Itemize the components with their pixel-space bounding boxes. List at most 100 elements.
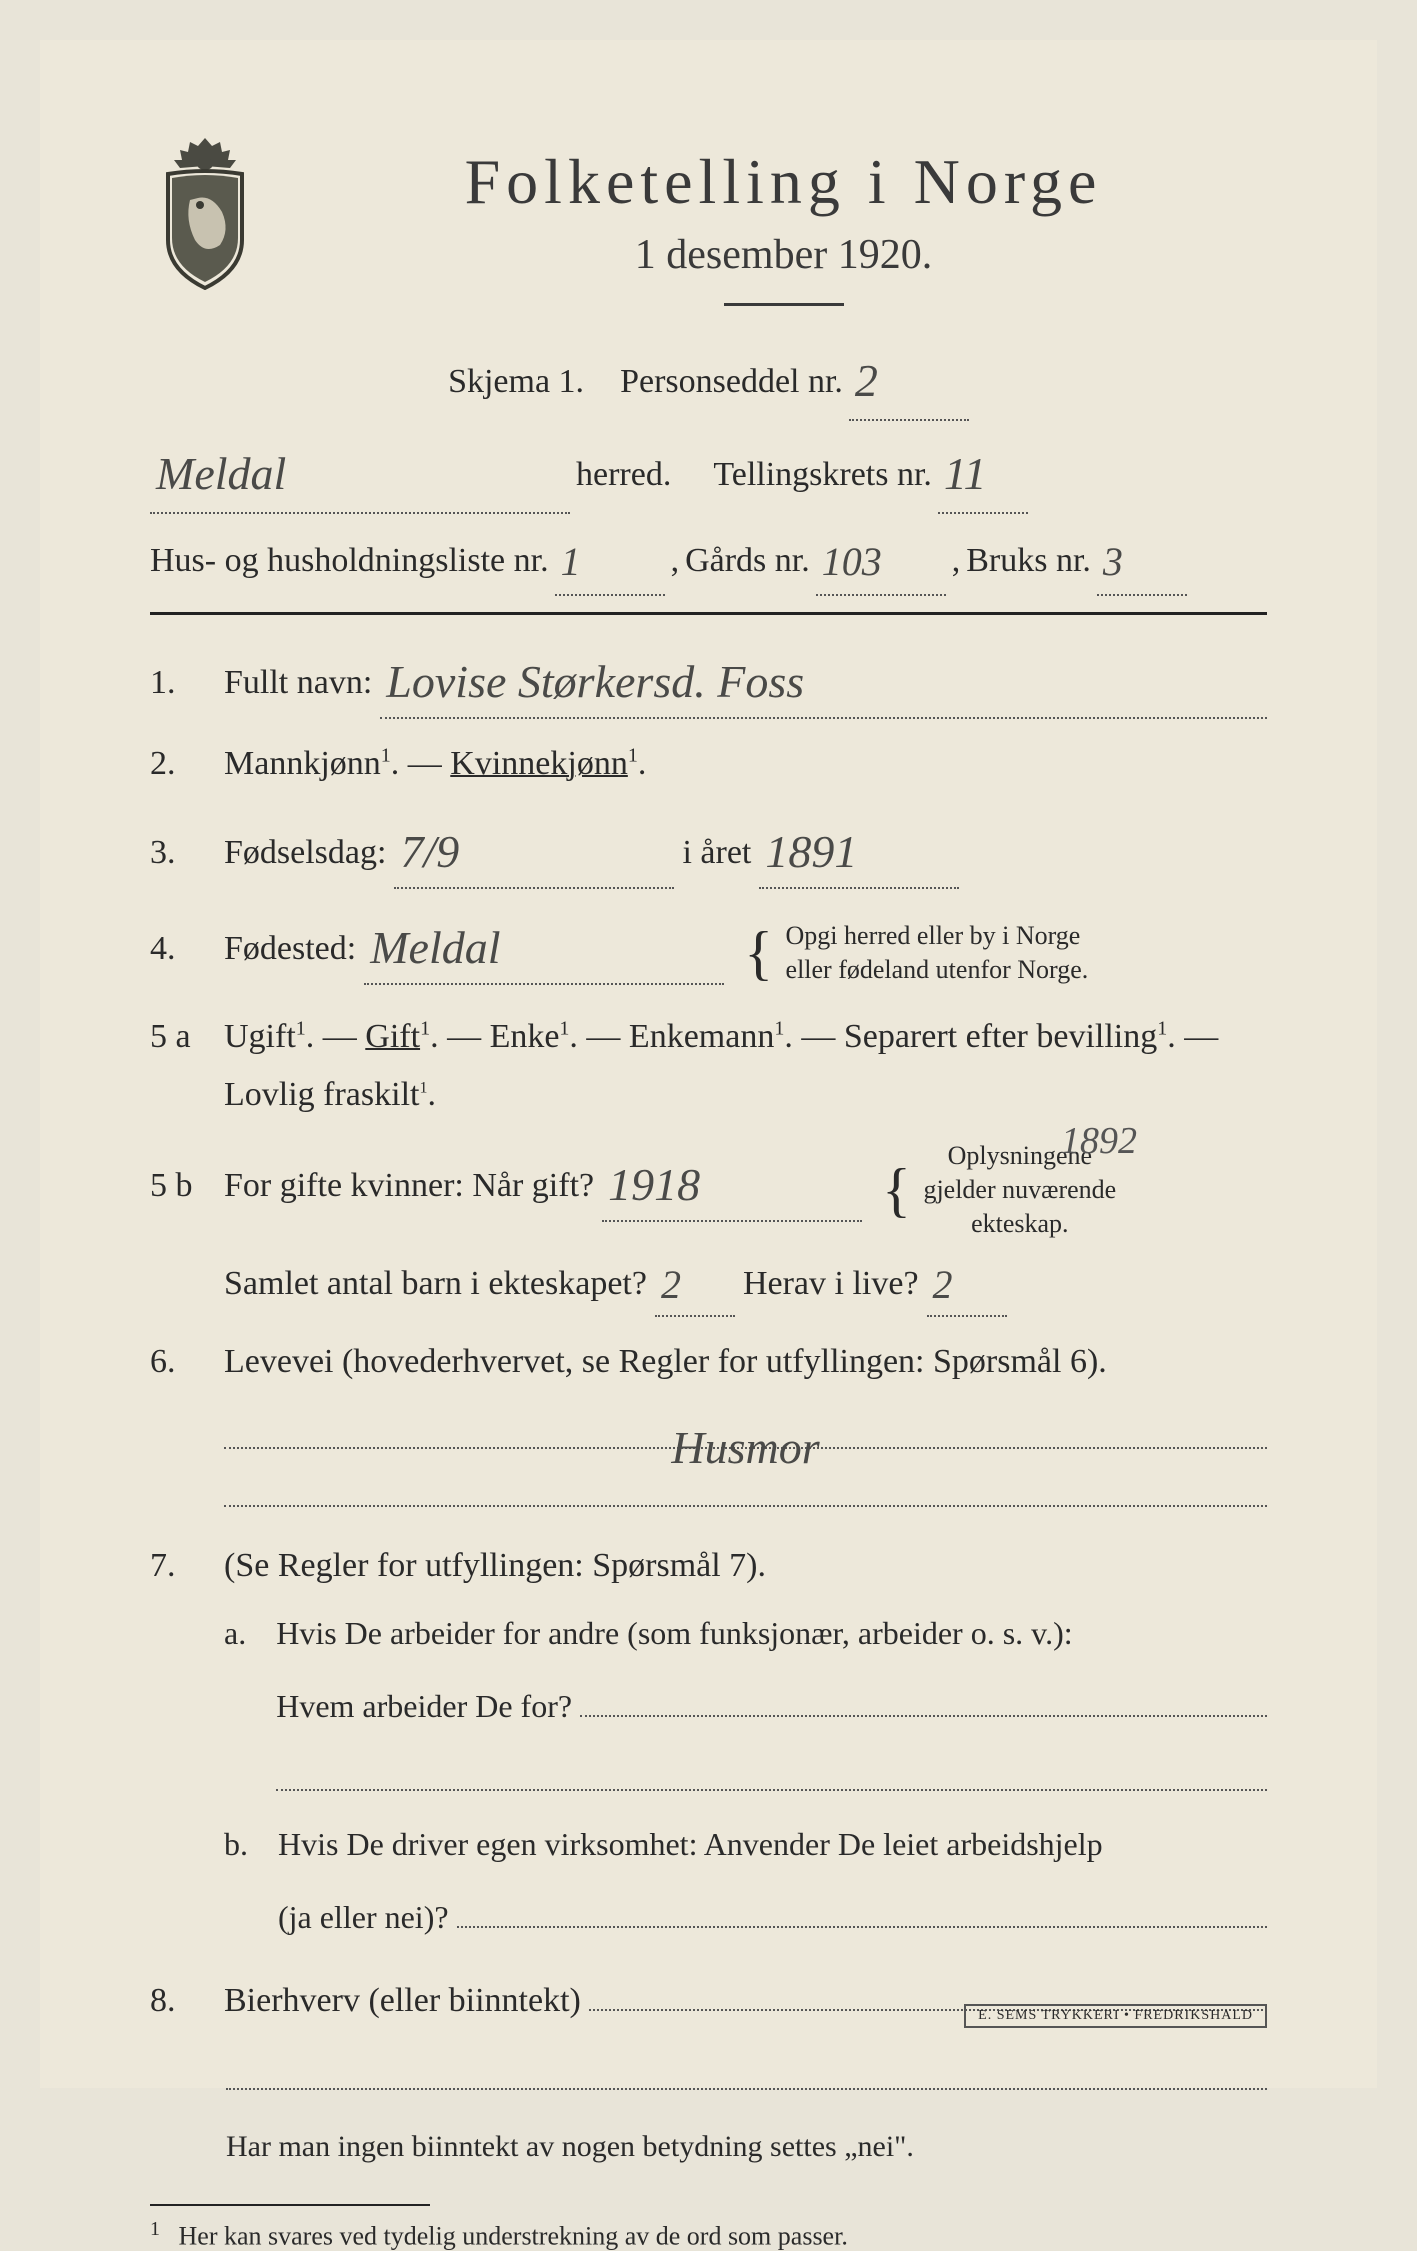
census-form-page: 1 Folketelling i Norge 1 desember 1920. …: [40, 40, 1377, 2088]
gards-label: Gårds nr.: [685, 530, 810, 591]
q1-num: 1.: [150, 664, 206, 702]
q5a-num: 5 a: [150, 1018, 206, 1056]
q3-year-value: 1891: [765, 826, 857, 877]
q2-p1: .: [391, 745, 400, 782]
q2-kvinne: Kvinnekjønn: [450, 745, 628, 782]
q2-mann: Mannkjønn: [224, 745, 381, 782]
footer-hint: Har man ingen biinntekt av nogen betydni…: [226, 2120, 1267, 2174]
q6-row: 6. Levevei (hovederhvervet, se Regler fo…: [150, 1333, 1267, 1521]
d5: —: [1184, 1018, 1218, 1055]
q7b-field: [457, 1926, 1267, 1928]
q3-year-field: 1891: [759, 809, 959, 889]
coat-of-arms-icon: [150, 130, 260, 290]
q1-row: 1. Fullt navn: Lovise Størkersd. Foss: [150, 639, 1267, 719]
bruks-value: 3: [1103, 539, 1123, 584]
personseddel-label: Personseddel nr.: [620, 351, 843, 412]
tellingskrets-label: Tellingskrets nr.: [713, 444, 932, 505]
q3-year-label: i året: [682, 824, 751, 882]
q2-dash: —: [408, 745, 451, 782]
q5a-enke: Enke: [490, 1018, 560, 1055]
s4: 1: [774, 1017, 784, 1039]
q5b-total-field: 2: [655, 1247, 735, 1317]
q5a-enkemann: Enkemann: [629, 1018, 774, 1055]
q3-num: 3.: [150, 834, 206, 872]
q4-field: Meldal: [364, 905, 724, 985]
herred-field: Meldal: [150, 429, 570, 514]
q4-num: 4.: [150, 930, 206, 968]
q5b-num: 5 b: [150, 1167, 206, 1205]
q4-value: Meldal: [370, 922, 500, 973]
q2-p2: .: [638, 745, 647, 782]
q5b-year-value: 1918: [608, 1159, 700, 1210]
gards-field: 103: [816, 522, 946, 596]
q5b-alive-value: 2: [933, 1262, 953, 1307]
q5a-separert: Separert efter bevilling: [844, 1018, 1157, 1055]
title-block: Folketelling i Norge 1 desember 1920.: [300, 130, 1267, 306]
s1: 1: [296, 1017, 306, 1039]
q4-label: Fødested:: [224, 920, 356, 978]
q5b-alive-field: 2: [927, 1247, 1007, 1317]
q2-sup1: 1: [381, 744, 391, 766]
q2-num: 2.: [150, 745, 206, 783]
d1: —: [323, 1018, 366, 1055]
e2: .: [430, 1018, 439, 1055]
q1-field: Lovise Størkersd. Foss: [380, 639, 1267, 719]
e5: .: [1167, 1018, 1176, 1055]
d3: —: [586, 1018, 629, 1055]
q1-label: Fullt navn:: [224, 654, 372, 712]
q3-day-value: 7/9: [400, 826, 459, 877]
q5a-row: 5 a Ugift1. — Gift1. — Enke1. — Enkemann…: [150, 1008, 1267, 1124]
q3-label: Fødselsdag:: [224, 824, 386, 882]
herred-value: Meldal: [156, 448, 286, 499]
bruks-label: Bruks nr.: [966, 530, 1091, 591]
q5b-n3: ekteskap.: [971, 1209, 1068, 1238]
husliste-line: Hus- og husholdningsliste nr. 1 , Gårds …: [150, 522, 1267, 596]
husliste-label: Hus- og husholdningsliste nr.: [150, 530, 549, 591]
q4-note-l1: Opgi herred eller by i Norge: [786, 921, 1081, 950]
q5b-row: 1892 5 b For gifte kvinner: Når gift? 19…: [150, 1139, 1267, 1316]
q8-label: Bierhverv (eller biinntekt): [224, 1972, 581, 2030]
tellingskrets-field: 11: [938, 429, 1028, 514]
q7a-text2: Hvem arbeider De for?: [276, 1679, 572, 1733]
q5b-n2: gjelder nuværende: [923, 1175, 1116, 1204]
e1: .: [306, 1018, 315, 1055]
d2: —: [447, 1018, 490, 1055]
footnote-divider: [150, 2204, 430, 2206]
personseddel-field: 2: [849, 336, 969, 421]
q5a-fraskilt: Lovlig fraskilt: [224, 1076, 419, 1113]
q5a-gift: Gift: [365, 1018, 420, 1055]
q2-row: 2. Mannkjønn1. — Kvinnekjønn1.: [150, 735, 1267, 793]
q4-note: { Opgi herred eller by i Norge eller fød…: [744, 914, 1088, 992]
q5a-ugift: Ugift: [224, 1018, 296, 1055]
e3: .: [569, 1018, 578, 1055]
skjema-label: Skjema 1.: [448, 351, 584, 412]
q7a-label: a.: [224, 1606, 246, 1660]
q7-num: 7.: [150, 1547, 206, 1585]
q6-label: Levevei (hovederhvervet, se Regler for u…: [224, 1343, 1107, 1380]
q3-day-field: 7/9: [394, 809, 674, 889]
printer-mark: E. SEMS TRYKKERI • FREDRIKSHALD: [964, 2004, 1267, 2028]
s5: 1: [1157, 1017, 1167, 1039]
herred-line: Meldal herred. Tellingskrets nr. 11: [150, 429, 1267, 514]
e6: .: [427, 1076, 436, 1113]
q6-field-2: [224, 1463, 1267, 1507]
husliste-field: 1: [555, 522, 665, 596]
q7-row: 7. (Se Regler for utfyllingen: Spørsmål …: [150, 1537, 1267, 1956]
footnote-num: 1: [150, 2218, 160, 2240]
document-header: Folketelling i Norge 1 desember 1920.: [150, 130, 1267, 306]
q7-label: (Se Regler for utfyllingen: Spørsmål 7).: [224, 1547, 766, 1584]
subtitle-date: 1 desember 1920.: [300, 231, 1267, 279]
q5b-label1: For gifte kvinner: Når gift?: [224, 1157, 594, 1215]
q4-note-l2: eller fødeland utenfor Norge.: [786, 955, 1089, 984]
herred-label: herred.: [576, 444, 671, 505]
skjema-line: Skjema 1. Personseddel nr. 2: [150, 336, 1267, 421]
q7b-label: b.: [224, 1817, 248, 1871]
q5b-year-field: 1918: [602, 1142, 862, 1222]
main-title: Folketelling i Norge: [300, 145, 1267, 219]
q7b-text1: Hvis De driver egen virksomhet: Anvender…: [278, 1817, 1267, 1871]
s2: 1: [420, 1017, 430, 1039]
bruks-field: 3: [1097, 522, 1187, 596]
q6-num: 6.: [150, 1343, 206, 1381]
footnote-text: Her kan svares ved tydelig understreknin…: [179, 2221, 848, 2250]
q7a-field: [580, 1715, 1267, 1717]
